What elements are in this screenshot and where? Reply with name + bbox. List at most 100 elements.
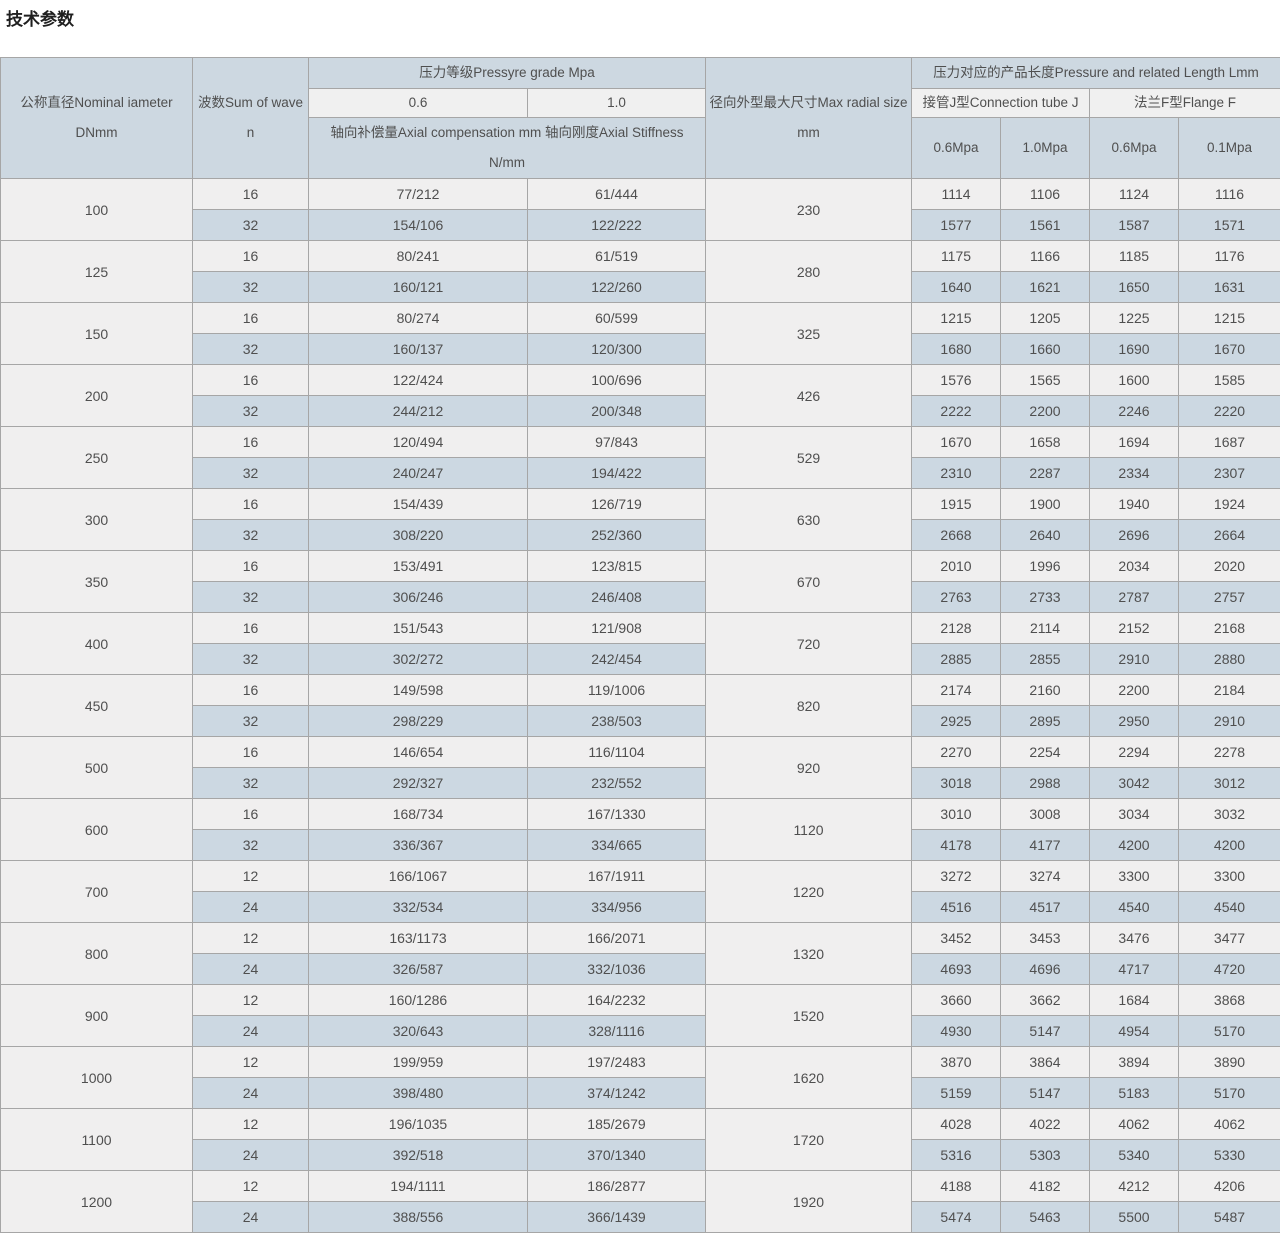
dn-cell: 1000 (0, 1046, 193, 1109)
compensation-0.6-cell: 196/1035 (308, 1108, 528, 1140)
length-j-1.0-cell: 2733 (1000, 581, 1090, 613)
table-row: 24 326/587 332/1036 4693 4696 4717 4720 (1, 953, 1280, 985)
compensation-1.0-cell: 370/1340 (527, 1139, 706, 1171)
length-j-1.0-cell: 5147 (1000, 1015, 1090, 1047)
dn-cell: 900 (0, 984, 193, 1047)
page: 技术参数 公称直径Nominal iameter DNmm 波数Sum of w… (0, 10, 1280, 1233)
length-f-0.6-cell: 3894 (1089, 1046, 1179, 1078)
length-j-1.0-cell: 1166 (1000, 240, 1090, 272)
compensation-1.0-cell: 97/843 (527, 426, 706, 458)
length-f-0.6-cell: 2950 (1089, 705, 1179, 737)
length-j-1.0-cell: 2287 (1000, 457, 1090, 489)
length-j-0.6-cell: 4693 (911, 953, 1001, 985)
length-f-0.6-cell: 1600 (1089, 364, 1179, 396)
length-j-1.0-cell: 2160 (1000, 674, 1090, 706)
dn-cell: 1200 (0, 1170, 193, 1233)
length-f-0.1-cell: 3012 (1178, 767, 1280, 799)
table-row: 32 302/272 242/454 2885 2855 2910 2880 (1, 643, 1280, 675)
table-row: 125 16 80/241 61/519 280 1175 1166 1185 1176 (0, 240, 1280, 303)
length-j-0.6-cell: 4930 (911, 1015, 1001, 1047)
compensation-0.6-cell: 326/587 (308, 953, 528, 985)
wave-count-cell: 12 (192, 1170, 309, 1202)
wave-count-cell: 32 (192, 705, 309, 737)
length-f-0.1-cell: 1670 (1178, 333, 1280, 365)
compensation-0.6-cell: 151/543 (308, 612, 528, 644)
length-j-0.6-cell: 5316 (911, 1139, 1001, 1171)
length-j-1.0-cell: 4517 (1000, 891, 1090, 923)
compensation-0.6-cell: 122/424 (308, 364, 528, 396)
page-title: 技术参数 (6, 10, 74, 29)
compensation-0.6-cell: 308/220 (308, 519, 528, 551)
compensation-1.0-cell: 116/1104 (527, 736, 706, 768)
dn-cell: 600 (0, 798, 193, 861)
header-j-0.6mpa: 0.6Mpa (911, 117, 1001, 179)
radial-size-cell: 1220 (705, 860, 912, 923)
wave-count-cell: 16 (192, 798, 309, 830)
dn-cell: 150 (0, 302, 193, 365)
length-f-0.1-cell: 1571 (1178, 209, 1280, 241)
compensation-1.0-cell: 185/2679 (527, 1108, 706, 1140)
compensation-0.6-cell: 160/121 (308, 271, 528, 303)
length-j-0.6-cell: 3452 (911, 922, 1001, 954)
length-j-0.6-cell: 5159 (911, 1077, 1001, 1109)
radial-size-cell: 630 (705, 488, 912, 551)
dn-cell: 300 (0, 488, 193, 551)
table-row: 150 16 80/274 60/599 325 1215 1205 1225 1215 (0, 302, 1280, 365)
length-j-0.6-cell: 1114 (911, 178, 1001, 210)
length-f-0.1-cell: 1215 (1178, 302, 1280, 334)
table-row: 1200 12 194/1111 186/2877 1920 4188 4182 4212 42… (0, 1170, 1280, 1233)
compensation-1.0-cell: 332/1036 (527, 953, 706, 985)
length-j-1.0-cell: 4022 (1000, 1108, 1090, 1140)
length-j-0.6-cell: 3660 (911, 984, 1001, 1016)
wave-count-cell: 24 (192, 1015, 309, 1047)
wave-count-cell: 16 (192, 426, 309, 458)
length-j-1.0-cell: 2988 (1000, 767, 1090, 799)
technical-parameters-table: 公称直径Nominal iameter DNmm 波数Sum of wave n… (0, 57, 1280, 1233)
wave-count-cell: 12 (192, 922, 309, 954)
compensation-0.6-cell: 80/241 (308, 240, 528, 272)
length-f-0.1-cell: 3890 (1178, 1046, 1280, 1078)
length-f-0.1-cell: 1631 (1178, 271, 1280, 303)
length-f-0.6-cell: 2294 (1089, 736, 1179, 768)
table-row: 350 16 153/491 123/815 670 2010 1996 2034 2020 (0, 550, 1280, 613)
radial-size-cell: 426 (705, 364, 912, 427)
length-j-1.0-cell: 5147 (1000, 1077, 1090, 1109)
radial-size-cell: 720 (705, 612, 912, 675)
length-f-0.6-cell: 3042 (1089, 767, 1179, 799)
compensation-1.0-cell: 200/348 (527, 395, 706, 427)
compensation-0.6-cell: 154/439 (308, 488, 528, 520)
length-f-0.1-cell: 2664 (1178, 519, 1280, 551)
header-length-group: 压力对应的产品长度Pressure and related Length Lmm (911, 57, 1280, 89)
table-row: 600 16 168/734 167/1330 1120 3010 3008 3034 3032 (0, 798, 1280, 861)
table-row: 900 12 160/1286 164/2232 1520 3660 3662 1684 386… (0, 984, 1280, 1047)
header-max-radial-size: 径向外型最大尺寸Max radial size mm (705, 57, 912, 179)
compensation-1.0-cell: 328/1116 (527, 1015, 706, 1047)
compensation-1.0-cell: 238/503 (527, 705, 706, 737)
length-j-0.6-cell: 2925 (911, 705, 1001, 737)
length-j-0.6-cell: 3870 (911, 1046, 1001, 1078)
wave-count-cell: 16 (192, 736, 309, 768)
length-f-0.1-cell: 5330 (1178, 1139, 1280, 1171)
length-f-0.6-cell: 1940 (1089, 488, 1179, 520)
table-row: 32 336/367 334/665 4178 4177 4200 4200 (1, 829, 1280, 861)
compensation-0.6-cell: 160/137 (308, 333, 528, 365)
length-f-0.1-cell: 2910 (1178, 705, 1280, 737)
radial-size-cell: 1720 (705, 1108, 912, 1171)
compensation-1.0-cell: 121/908 (527, 612, 706, 644)
length-j-1.0-cell: 2855 (1000, 643, 1090, 675)
table-row: 32 240/247 194/422 2310 2287 2334 2307 (1, 457, 1280, 489)
length-j-0.6-cell: 5474 (911, 1201, 1001, 1233)
length-j-1.0-cell: 5303 (1000, 1139, 1090, 1171)
table-row: 1100 12 196/1035 185/2679 1720 4028 4022 4062 40… (0, 1108, 1280, 1171)
compensation-0.6-cell: 298/229 (308, 705, 528, 737)
wave-count-cell: 24 (192, 1139, 309, 1171)
wave-count-cell: 24 (192, 953, 309, 985)
length-f-0.6-cell: 1185 (1089, 240, 1179, 272)
table-row: 24 392/518 370/1340 5316 5303 5340 5330 (1, 1139, 1280, 1171)
length-j-1.0-cell: 3662 (1000, 984, 1090, 1016)
compensation-0.6-cell: 336/367 (308, 829, 528, 861)
dn-cell: 1100 (0, 1108, 193, 1171)
compensation-1.0-cell: 246/408 (527, 581, 706, 613)
wave-count-cell: 12 (192, 860, 309, 892)
length-f-0.6-cell: 3034 (1089, 798, 1179, 830)
